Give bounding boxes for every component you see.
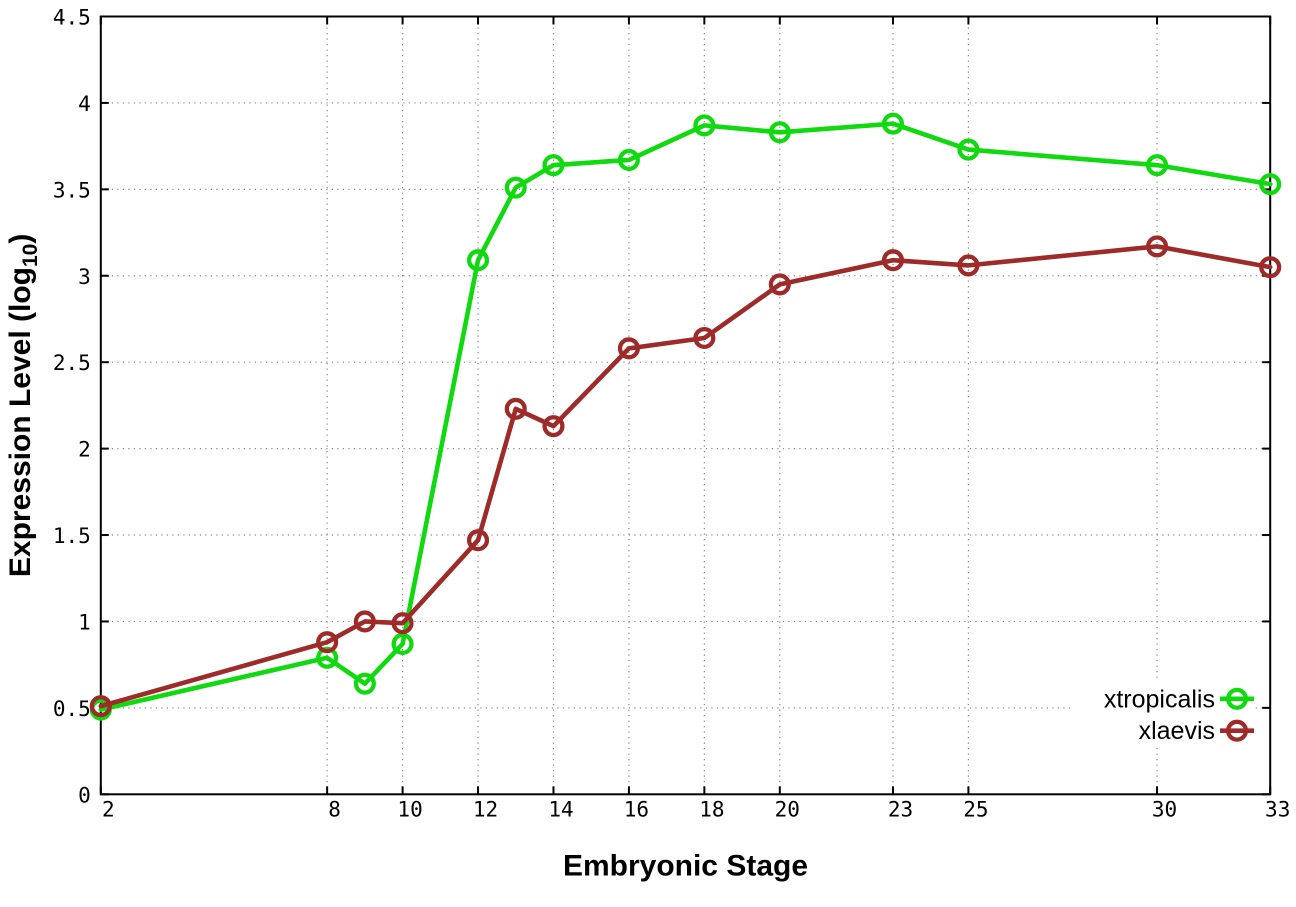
y-tick-label: 0.5 bbox=[53, 697, 91, 721]
x-tick-label: 12 bbox=[473, 797, 498, 821]
legend-label-xlaevis: xlaevis bbox=[1139, 717, 1215, 745]
marker-xtropicalis bbox=[1145, 154, 1169, 177]
marker-xtropicalis bbox=[1259, 173, 1282, 196]
x-tick-label: 10 bbox=[397, 797, 422, 821]
marker-xlaevis bbox=[881, 249, 905, 272]
y-tick-label: 1 bbox=[78, 610, 91, 634]
marker-xlaevis bbox=[542, 415, 565, 438]
legend-label-xtropicalis: xtropicalis bbox=[1104, 685, 1215, 713]
series-line-xlaevis bbox=[98, 244, 1273, 709]
marker-xlaevis bbox=[617, 337, 640, 360]
legend-background bbox=[1072, 682, 1253, 748]
marker-xlaevis bbox=[957, 254, 980, 277]
legend-marker-xtropicalis bbox=[1225, 687, 1249, 710]
legend-marker-xlaevis bbox=[1225, 719, 1249, 742]
x-tick-label: 20 bbox=[775, 797, 800, 821]
y-tick-label: 4.5 bbox=[53, 6, 91, 30]
y-tick-label: 4 bbox=[78, 92, 91, 116]
marker-xlaevis bbox=[768, 273, 791, 296]
marker-xtropicalis bbox=[542, 154, 565, 177]
y-axis-label: Expression Level (log10) bbox=[4, 234, 42, 577]
marker-xtropicalis bbox=[353, 672, 376, 695]
marker-xlaevis bbox=[466, 529, 490, 552]
y-tick-label: 3.5 bbox=[53, 178, 91, 202]
marker-xlaevis bbox=[391, 612, 414, 635]
x-tick-label: 16 bbox=[624, 797, 649, 821]
y-tick-label: 3 bbox=[78, 265, 91, 289]
marker-xtropicalis bbox=[617, 148, 640, 172]
x-tick-label: 2 bbox=[102, 797, 115, 821]
x-tick-label: 18 bbox=[699, 797, 724, 821]
y-tick-label: 2.5 bbox=[53, 351, 91, 375]
marker-xtropicalis bbox=[881, 112, 905, 135]
marker-xtropicalis bbox=[957, 138, 980, 161]
x-tick-label: 23 bbox=[888, 797, 913, 821]
y-tick-label: 0 bbox=[78, 783, 91, 807]
x-tick-label: 33 bbox=[1265, 797, 1290, 821]
marker-xlaevis bbox=[353, 610, 376, 633]
marker-xlaevis bbox=[504, 397, 527, 420]
marker-xlaevis bbox=[693, 326, 716, 350]
x-axis-label: Embryonic Stage bbox=[563, 849, 808, 882]
x-tick-label: 25 bbox=[963, 797, 988, 821]
marker-xtropicalis bbox=[466, 249, 490, 272]
x-tick-label: 8 bbox=[328, 797, 341, 821]
marker-xtropicalis bbox=[768, 121, 791, 144]
plot-border bbox=[99, 15, 1272, 796]
marker-xlaevis bbox=[89, 695, 112, 718]
marker-xtropicalis bbox=[316, 646, 339, 669]
y-tick-label: 2 bbox=[78, 438, 91, 462]
y-tick-label: 1.5 bbox=[53, 524, 91, 548]
marker-xtropicalis bbox=[391, 632, 414, 655]
marker-xlaevis bbox=[316, 631, 339, 654]
marker-xtropicalis bbox=[504, 176, 527, 199]
series-line-xtropicalis bbox=[98, 121, 1273, 712]
x-tick-label: 30 bbox=[1152, 797, 1177, 821]
x-tick-label: 14 bbox=[548, 797, 573, 821]
marker-xlaevis bbox=[1259, 256, 1282, 279]
marker-xtropicalis bbox=[693, 114, 716, 137]
marker-xlaevis bbox=[1145, 235, 1169, 258]
